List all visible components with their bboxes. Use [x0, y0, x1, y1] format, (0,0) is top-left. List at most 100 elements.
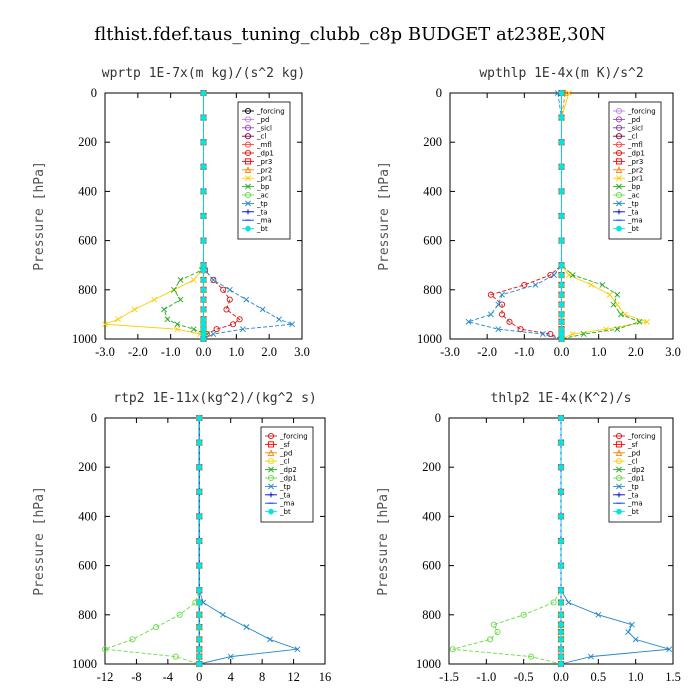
- data-point: [517, 326, 524, 333]
- data-point: [625, 629, 632, 635]
- data-point: [190, 277, 197, 283]
- data-point: [200, 90, 207, 96]
- legend-marker: [244, 133, 252, 140]
- data-point: [200, 296, 207, 303]
- data-point: [229, 321, 237, 328]
- legend-marker: [615, 458, 623, 465]
- data-point: [210, 331, 217, 337]
- data-point: [558, 114, 565, 121]
- data-point: [294, 646, 301, 653]
- y-tick-label: 600: [78, 559, 97, 573]
- legend-marker: [615, 191, 623, 199]
- data-point: [200, 163, 207, 170]
- legend-marker: [616, 175, 622, 182]
- data-point: [239, 326, 246, 333]
- legend-marker: [615, 441, 623, 448]
- legend-marker: [267, 458, 275, 465]
- y-tick-label: 800: [78, 283, 97, 297]
- data-point: [210, 276, 217, 284]
- legend-entry: _bt: [627, 225, 639, 233]
- data-point: [558, 464, 564, 471]
- data-point: [227, 653, 234, 660]
- data-point: [171, 286, 177, 293]
- y-tick-label: 200: [422, 460, 441, 474]
- legend-entry: _tp: [256, 200, 268, 208]
- data-point: [629, 621, 635, 628]
- data-point: [276, 316, 282, 323]
- series-line: [203, 93, 241, 340]
- data-point: [200, 321, 207, 328]
- data-point: [200, 286, 207, 293]
- data-point: [558, 488, 564, 495]
- legend-entry: _sicl: [256, 124, 272, 132]
- legend-marker: [244, 107, 252, 115]
- x-tick-label: -1.0: [514, 345, 534, 359]
- data-point: [200, 262, 207, 269]
- data-point: [547, 331, 554, 338]
- data-point: [498, 301, 506, 308]
- x-tick-label: 0.0: [553, 670, 569, 684]
- data-point: [558, 599, 564, 606]
- series-line: [489, 93, 562, 340]
- legend-marker: [615, 141, 623, 148]
- legend: _forcing_pd_sicl_cl_mfl_dp1_pr3_pr2_pr1_…: [608, 101, 662, 240]
- data-point: [196, 513, 203, 520]
- data-point: [558, 291, 565, 298]
- legend-marker: [267, 474, 275, 482]
- y-tick-label: 0: [436, 86, 442, 100]
- legend-entry: _dp1: [256, 150, 274, 158]
- data-point: [558, 513, 564, 520]
- y-axis-label: Pressure [hPa]: [32, 486, 47, 596]
- data-point: [550, 599, 557, 606]
- data-point: [200, 306, 207, 313]
- y-tick-label: 1000: [72, 657, 97, 671]
- data-point: [259, 306, 266, 313]
- data-point: [528, 653, 535, 660]
- chart-panel-3: rtp2 1E-11x(kg^2)/(kg^2 s) Pressure [hPa]…: [32, 391, 331, 684]
- y-tick-label: 400: [78, 509, 97, 523]
- data-point: [618, 311, 624, 318]
- x-tick-label: 12: [287, 670, 300, 684]
- data-point: [196, 538, 203, 544]
- legend-entry: _pr1: [627, 175, 643, 183]
- y-tick-label: 0: [91, 411, 97, 425]
- data-point: [200, 277, 207, 283]
- y-tick-label: 600: [423, 234, 442, 248]
- legend-entry: _ta: [256, 208, 268, 216]
- data-point: [220, 286, 227, 293]
- legend-entry: _mfl: [256, 141, 272, 149]
- y-tick-label: 400: [423, 184, 442, 198]
- data-point: [196, 599, 203, 606]
- data-point: [161, 306, 168, 313]
- x-tick-label: -1.0: [161, 345, 181, 359]
- x-tick-label: 3.0: [294, 345, 310, 359]
- legend: _forcing_pd_sicl_cl_mfl_dp1_pr3_pr2_pr1_…: [237, 101, 291, 240]
- legend-entry: _dp1: [627, 475, 645, 483]
- legend-entry: _forcing: [256, 108, 285, 116]
- y-tick-label: 800: [423, 283, 442, 297]
- panel-title: rtp2 1E-11x(kg^2)/(kg^2 s): [113, 391, 317, 406]
- legend-marker: [615, 107, 623, 115]
- legend-marker: [268, 466, 274, 473]
- legend-entry: _ac: [256, 192, 269, 200]
- data-point: [200, 267, 207, 273]
- data-point: [226, 296, 233, 303]
- legend-box: [260, 426, 314, 523]
- data-point: [196, 661, 203, 667]
- x-tick-label: -2.0: [128, 345, 148, 359]
- legend-entry: _ma: [256, 217, 272, 225]
- data-point: [614, 291, 621, 298]
- x-tick-label: 2.0: [628, 345, 644, 359]
- y-tick-label: 200: [423, 135, 442, 149]
- legend-entry: _pd: [279, 449, 292, 457]
- data-point: [210, 277, 217, 283]
- data-point: [465, 318, 472, 325]
- legend-marker: [245, 225, 251, 232]
- legend-entry: _dp2: [627, 466, 645, 474]
- data-point: [196, 415, 203, 421]
- legend-marker: [616, 466, 622, 473]
- legend-entry: _ta: [279, 491, 291, 499]
- legend-marker: [615, 474, 623, 482]
- x-tick-label: -8: [131, 670, 141, 684]
